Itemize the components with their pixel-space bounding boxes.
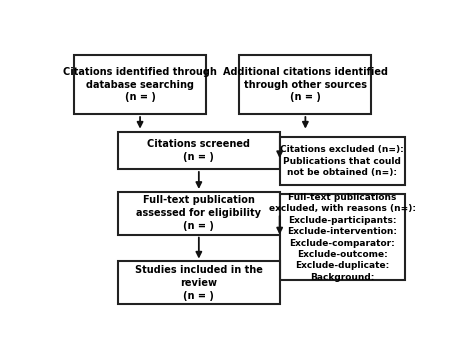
FancyBboxPatch shape (118, 192, 280, 235)
FancyBboxPatch shape (118, 132, 280, 169)
Text: Studies included in the
review
(n = ): Studies included in the review (n = ) (135, 265, 263, 301)
FancyBboxPatch shape (118, 261, 280, 304)
FancyBboxPatch shape (280, 137, 405, 185)
FancyBboxPatch shape (239, 55, 372, 114)
Text: Full-text publications
excluded, with reasons (n=):
Exclude-participants:
Exclud: Full-text publications excluded, with re… (269, 193, 416, 282)
Text: Citations excluded (n=):
Publications that could
not be obtained (n=):: Citations excluded (n=): Publications th… (280, 145, 404, 177)
Text: Citations screened
(n = ): Citations screened (n = ) (147, 139, 250, 162)
FancyBboxPatch shape (280, 195, 405, 280)
FancyBboxPatch shape (74, 55, 206, 114)
Text: Additional citations identified
through other sources
(n = ): Additional citations identified through … (223, 67, 388, 102)
Text: Full-text publication
assessed for eligibility
(n = ): Full-text publication assessed for eligi… (137, 196, 261, 231)
Text: Citations identified through
database searching
(n = ): Citations identified through database se… (63, 67, 217, 102)
